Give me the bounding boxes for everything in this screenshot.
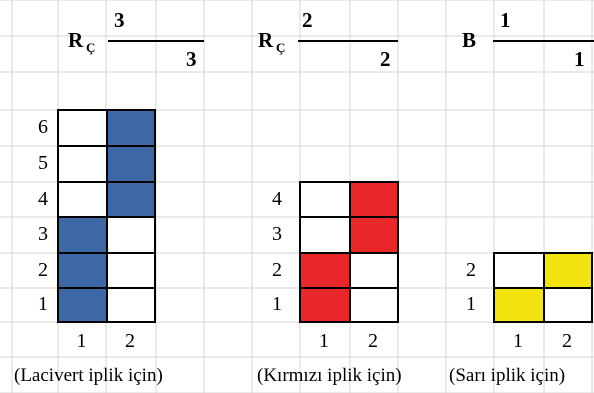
formula-subscript: Ç (86, 40, 96, 55)
fraction-line (108, 40, 204, 42)
empty-cell (300, 217, 350, 253)
caption-yellow: (Sarı iplik için) (449, 365, 566, 386)
filled-cell (107, 146, 155, 182)
column-number-label: 1 (76, 330, 87, 352)
caption-red: (Kırmızı iplik için) (257, 365, 402, 386)
formula-numerator: 2 (302, 8, 313, 32)
pattern-outline (57, 109, 156, 323)
row-number-label: 4 (272, 187, 282, 210)
fraction-line (493, 40, 594, 42)
pattern-outline (493, 252, 593, 323)
row-number-label: 2 (272, 258, 282, 281)
row-number-label: 3 (272, 223, 282, 245)
filled-cell (544, 253, 592, 288)
row-number-label: 6 (38, 116, 48, 138)
row-number-label: 5 (38, 152, 48, 174)
formula-letter: B (462, 28, 477, 52)
row-number-label: 2 (466, 258, 476, 281)
empty-cell (107, 288, 155, 322)
formula-numerator: 1 (500, 8, 511, 32)
pattern-outline (299, 181, 399, 323)
formula-subscript: Ç (276, 40, 286, 55)
fraction-line (298, 40, 398, 42)
row-number-label: 4 (38, 187, 48, 210)
formula-denominator: 1 (574, 47, 585, 71)
formula-denominator: 2 (380, 47, 391, 71)
filled-cell (300, 253, 350, 288)
row-number-label: 2 (38, 258, 48, 281)
column-number-label: 2 (368, 330, 378, 352)
column-number-label: 1 (513, 330, 523, 352)
row-number-label: 3 (38, 223, 48, 245)
row-number-label: 1 (466, 293, 476, 315)
formula-letter: R (68, 28, 84, 52)
filled-cell (58, 288, 107, 322)
filled-cell (58, 217, 107, 253)
row-number-label: 1 (38, 293, 48, 315)
filled-cell (58, 253, 107, 288)
column-number-label: 2 (562, 330, 572, 352)
empty-cell (494, 253, 544, 288)
formula-numerator: 3 (114, 8, 125, 32)
empty-cell (107, 217, 155, 253)
row-number-label: 1 (272, 293, 282, 315)
empty-cell (107, 253, 155, 288)
column-number-label: 1 (319, 330, 329, 352)
formula-letter: R (258, 28, 274, 52)
formula-denominator: 3 (186, 47, 197, 71)
caption-navy: (Lacivert iplik için) (14, 365, 163, 386)
column-number-label: 2 (125, 330, 135, 352)
